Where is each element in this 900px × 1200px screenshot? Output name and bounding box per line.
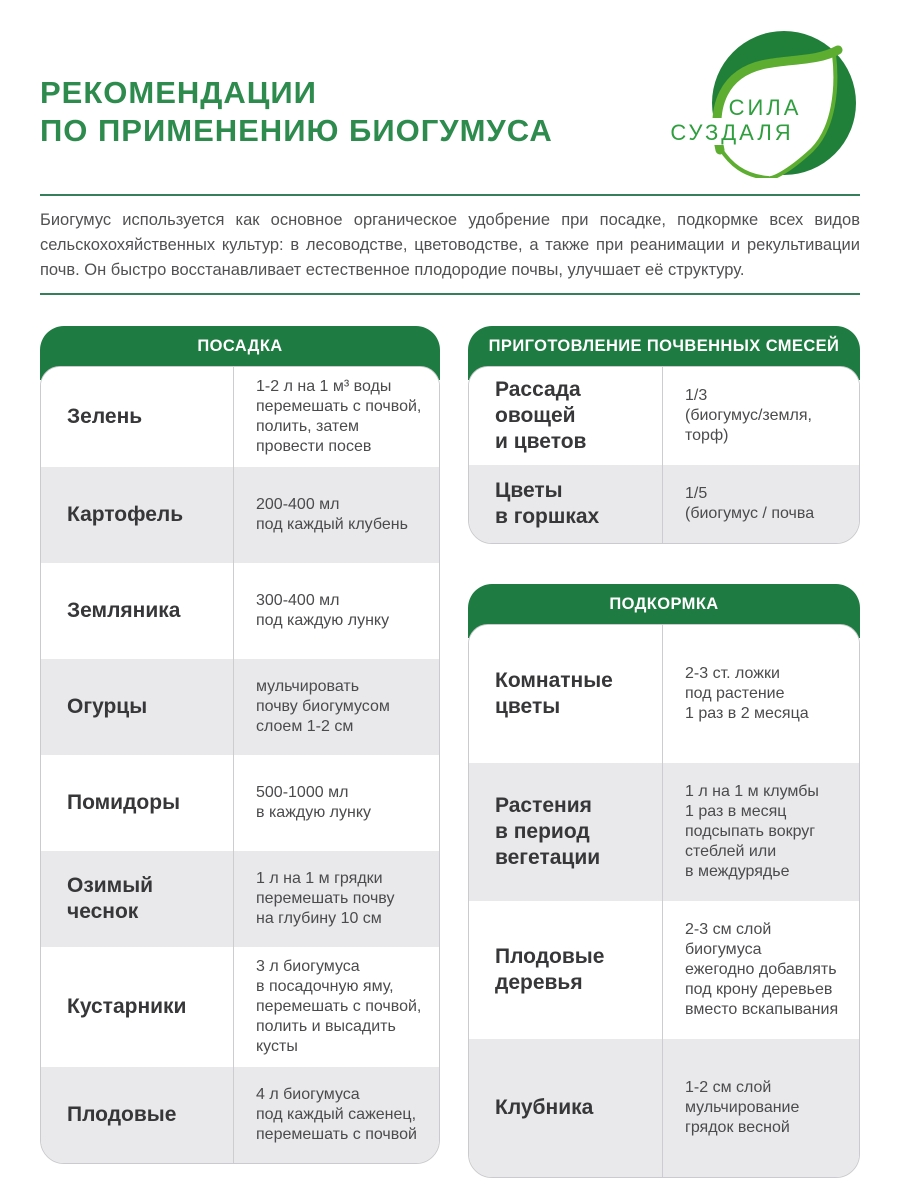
row-label: Клубника [495,1096,594,1119]
row-desc: 300-400 мл под каждую лунку [233,563,439,659]
row-desc: 2-3 ст. ложки под растение 1 раз в 2 мес… [662,625,859,763]
row-desc: 1 л на 1 м грядки перемешать почву на гл… [233,851,439,947]
table-row: Земляника 300-400 мл под каждую лунку [41,563,439,659]
row-label: Цветы в горшках [495,479,600,528]
row-label: Плодовые [67,1103,177,1126]
table-row: Растения в период вегетации 1 л на 1 м к… [469,763,859,901]
table-row: Плодовые деревья 2-3 см слой биогумуса е… [469,901,859,1039]
table-row: Картофель 200-400 мл под каждый клубень [41,467,439,563]
table-feeding: ПОДКОРМКА Комнатные цветы 2-3 ст. ложки … [468,584,860,1178]
row-desc: 3 л биогумуса в посадочную яму, перемеша… [233,947,439,1067]
table-row: Клубника 1-2 см слой мульчирование грядо… [469,1039,859,1177]
row-label: Помидоры [67,791,181,814]
table-row: Цветы в горшках 1/5 (биогумус / почва [469,465,859,543]
divider-bottom [40,293,860,295]
row-label: Земляника [67,599,181,622]
row-label: Рассада овощей и цветов [495,378,587,453]
table-soil-mixes: ПРИГОТОВЛЕНИЕ ПОЧВЕННЫХ СМЕСЕЙ Рассада о… [468,326,860,544]
row-label: Кустарники [67,995,187,1018]
logo-word-2: СУЗДАЛЯ [670,120,793,145]
table-row: Плодовые 4 л биогумуса под каждый сажене… [41,1067,439,1163]
table-soil-mixes-body: Рассада овощей и цветов 1/3 (биогумус/зе… [468,366,860,544]
table-planting: ПОСАДКА Зелень 1-2 л на 1 м³ воды переме… [40,326,440,1164]
logo-text-band [686,118,764,145]
row-label: Плодовые деревья [495,945,605,994]
row-label: Картофель [67,503,184,526]
column-right: ПРИГОТОВЛЕНИЕ ПОЧВЕННЫХ СМЕСЕЙ Рассада о… [468,326,860,1178]
row-desc: 200-400 мл под каждый клубень [233,467,439,563]
page-title: РЕКОМЕНДАЦИИ ПО ПРИМЕНЕНИЮ БИОГУМУСА [40,28,553,150]
table-row: Озимый чеснок 1 л на 1 м грядки перемеша… [41,851,439,947]
brand-logo: СИЛА СУЗДАЛЯ [670,31,856,178]
row-desc: 1-2 л на 1 м³ воды перемешать с почвой, … [233,367,439,467]
row-label: Растения в период вегетации [495,794,601,869]
table-row: Рассада овощей и цветов 1/3 (биогумус/зе… [469,367,859,465]
row-desc: 4 л биогумуса под каждый саженец, переме… [233,1067,439,1163]
row-desc: 2-3 см слой биогумуса ежегодно добавлять… [662,901,859,1039]
table-row: Помидоры 500-1000 мл в каждую лунку [41,755,439,851]
table-feeding-body: Комнатные цветы 2-3 ст. ложки под растен… [468,624,860,1178]
table-row: Комнатные цветы 2-3 ст. ложки под растен… [469,625,859,763]
table-planting-body: Зелень 1-2 л на 1 м³ воды перемешать с п… [40,366,440,1164]
table-row: Огурцы мульчировать почву биогумусом сло… [41,659,439,755]
row-label: Комнатные цветы [495,669,613,718]
row-desc: 1/5 (биогумус / почва [662,465,859,543]
divider-top [40,194,860,196]
column-left: ПОСАДКА Зелень 1-2 л на 1 м³ воды переме… [40,326,440,1178]
row-desc: 1-2 см слой мульчирование грядок весной [662,1039,859,1177]
row-desc: мульчировать почву биогумусом слоем 1-2 … [233,659,439,755]
page-header: РЕКОМЕНДАЦИИ ПО ПРИМЕНЕНИЮ БИОГУМУСА СИЛ… [40,0,860,178]
row-desc: 1/3 (биогумус/земля, торф) [662,367,859,465]
table-row: Кустарники 3 л биогумуса в посадочную ям… [41,947,439,1067]
logo-word-1: СИЛА [729,95,802,120]
intro-paragraph: Биогумус используется как основное орган… [40,211,860,279]
row-desc: 1 л на 1 м клумбы 1 раз в месяц подсыпат… [662,763,859,901]
row-desc: 500-1000 мл в каждую лунку [233,755,439,851]
table-row: Зелень 1-2 л на 1 м³ воды перемешать с п… [41,367,439,467]
row-label: Зелень [67,405,143,428]
page-title-line2: ПО ПРИМЕНЕНИЮ БИОГУМУСА [40,113,553,148]
leaf-stem-swoosh [712,45,843,155]
row-label: Огурцы [67,695,148,718]
tables-section: ПОСАДКА Зелень 1-2 л на 1 м³ воды переме… [40,326,860,1178]
page-title-line1: РЕКОМЕНДАЦИИ [40,75,317,110]
row-label: Озимый чеснок [67,874,154,923]
